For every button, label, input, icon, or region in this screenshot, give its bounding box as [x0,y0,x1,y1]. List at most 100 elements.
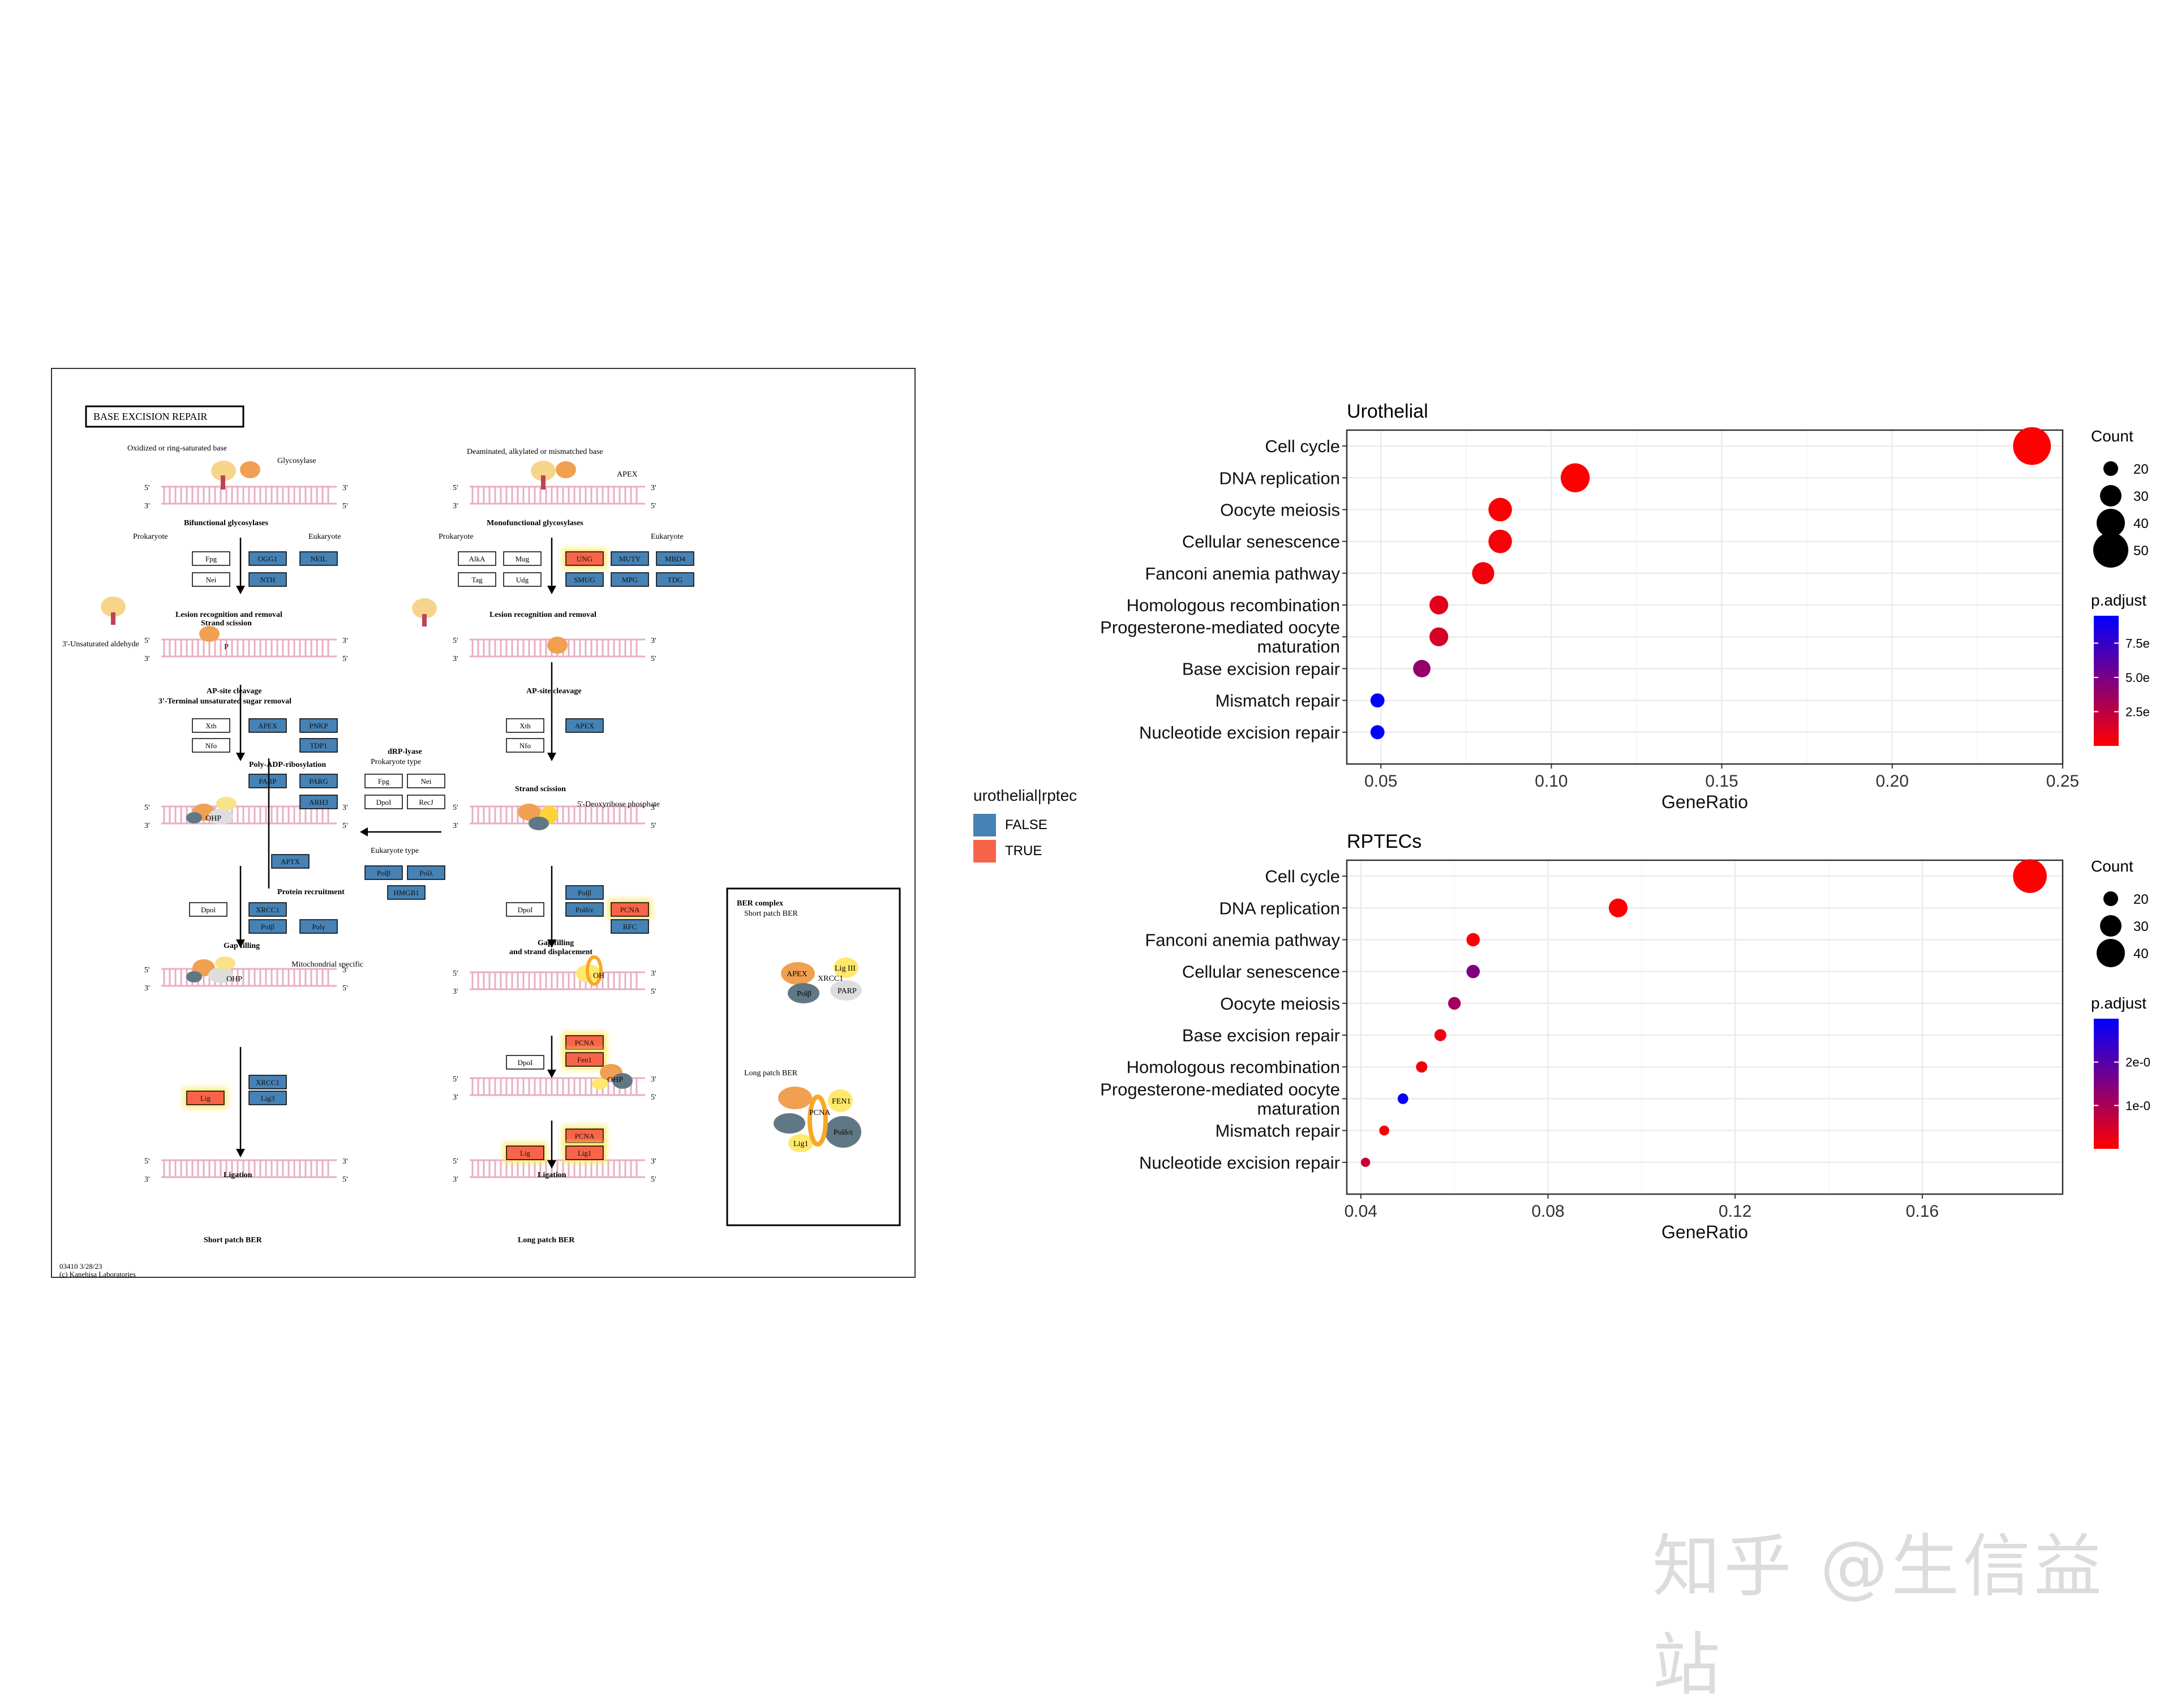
y-tick-label: Mismatch repair [1216,691,1341,711]
dna-end-label: 5' [651,822,656,830]
size-legend-label: 20 [2133,462,2149,477]
gene-box: Polβ [364,865,403,880]
size-legend-dot [2100,915,2122,937]
gene-box: Xth [192,718,230,733]
gene-label: DpoI [376,798,392,806]
data-point [1429,595,1449,615]
gene-box: Polβ [248,919,287,934]
gene-label: ARH3 [309,798,328,806]
x-tick-label: 0.25 [2046,772,2079,791]
data-point [1488,529,1512,553]
dna-end-label: 3' [144,822,150,830]
gene-label: Nfo [519,741,531,750]
y-tick-label: Progesterone-mediated oocyte maturation [1100,1079,1340,1118]
dna-end-label: 3' [651,484,656,492]
data-point [1379,1125,1389,1136]
gene-box: ARH3 [299,795,338,809]
gene-box: DpoI [506,1055,544,1070]
gene-box: DpoI [364,795,403,809]
color-legend-label: 5.0e-06 [2125,671,2150,685]
dna-strand: 5' 3' 3' 5' [453,1157,656,1184]
size-legend-label: 30 [2133,919,2149,934]
gene-label: Polβ [261,922,274,931]
complex-label: Lig III [835,964,856,973]
gene-box: TDP1 [299,738,338,753]
dna-end-label: 5' [651,655,656,663]
gene-box: XRCC1 [248,1075,287,1089]
color-legend-bar [2094,1019,2119,1149]
size-legend-label: 30 [2133,489,2149,504]
kegg-legend-label-false: FALSE [1005,817,1047,832]
gene-box: NTH [248,572,287,587]
gene-label: RecJ [419,798,433,806]
dna-end-label: 3' [453,988,458,996]
gene-label: TDP1 [310,741,327,750]
gene-box: Mug [503,551,542,566]
data-point [1466,933,1480,947]
size-legend-dot [2100,485,2122,507]
gene-box: Nei [192,572,230,587]
dna-end-label: 3' [651,637,656,645]
gene-label: PNKP [309,722,328,730]
gene-box: OGG1 [248,551,287,566]
pathway-arrows [239,538,553,1160]
y-tick-label: Progesterone-mediated oocyte maturation [1100,617,1340,656]
gene-box: DpoI [506,902,544,917]
right-step6: Ligation [538,1171,566,1179]
y-tick-label: Cell cycle [1265,866,1340,886]
gene-label: Lig3 [261,1094,275,1102]
data-point [1360,1157,1371,1168]
left-step3b: 3'-Terminal unsaturated sugar removal [158,697,291,706]
gene-label: APEX [575,722,595,730]
y-tick-label: Homologous recombination [1127,1057,1340,1077]
x-tick-label: 0.10 [1535,772,1568,791]
size-legend-label: 40 [2133,946,2149,962]
gene-label: OGG1 [258,555,278,563]
x-tick-label: 0.15 [1705,772,1738,791]
y-tick-label: Mismatch repair [1216,1121,1341,1141]
y-tick-label: DNA replication [1219,898,1340,918]
plot-area [1347,430,2063,764]
left-ohp2: OHP [226,975,242,984]
size-legend-dot [2097,939,2125,967]
gene-label: MPG [622,576,638,584]
plot-area [1347,860,2063,1194]
gene-label: Polδ/ε [576,906,594,914]
dna-end-label: 5' [453,484,458,492]
left-step7: Ligation [224,1171,252,1179]
dna-end-label: 5' [144,484,150,492]
complex-label: PCNA [809,1109,831,1117]
dna-end-label: 3' [453,822,458,830]
dna-end-label: 3' [342,1157,348,1166]
gene-label: XRCC1 [256,1078,280,1087]
data-point [1370,725,1385,740]
dna-end-label: 3' [342,637,348,645]
size-legend-dot [2103,461,2118,476]
right-bottom: Long patch BER [518,1236,575,1244]
color-legend-title: p.adjust [2091,591,2146,609]
dna-end-label: 3' [453,655,458,663]
left-step6: Gap filling [224,942,260,950]
gene-box: Nfo [192,738,230,753]
gene-box: PARG [299,774,338,788]
gene-label: PARP [259,777,276,786]
right-substrate: Deaminated, alkylated or mismatched base [467,448,603,456]
gene-label: TDG [668,576,683,584]
right-step2: Lesion recognition and removal [489,611,596,619]
y-tick-label: Oocyte meiosis [1220,994,1340,1014]
plot-border [1346,429,2064,765]
gene-box: Fpg [364,774,403,788]
data-point [1429,627,1449,646]
gene-label: AlkA [469,555,486,563]
dna-end-label: 5' [144,804,150,812]
dna-end-label: 5' [144,1157,150,1166]
gene-box: MPG [611,572,649,587]
ber-complex-box [726,887,901,1226]
gene-label: PCNA [620,906,640,914]
dna-strand: 5' 3' 3' 5' [453,484,656,510]
dna-strand: 5' 3' 3' 5' [453,969,656,996]
dna-end-label: 3' [651,1157,656,1166]
complex-title: BER complex [737,899,783,908]
color-legend-label: 2.5e-06 [2125,705,2150,719]
gene-box: Udg [503,572,542,587]
